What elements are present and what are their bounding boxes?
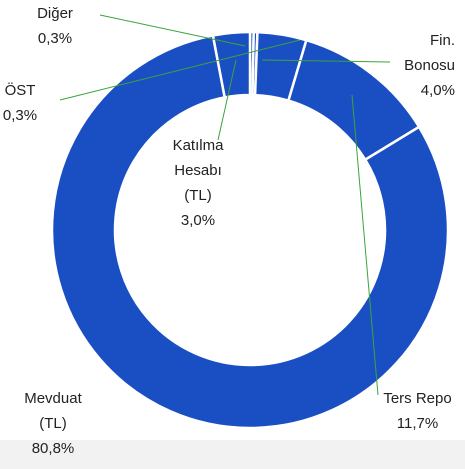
slice-label: Fin. Bonosu 4,0% (375, 28, 455, 103)
category-label: ÖST (4, 82, 36, 99)
category-label: Fin. Bonosu (404, 32, 455, 74)
value-label: 11,7% (396, 415, 439, 432)
slice-label: Mevduat (TL) 80,8% (15, 386, 91, 461)
slice-label: Katılma Hesabı (TL) 3,0% (160, 133, 236, 233)
value-label: 3,0% (180, 212, 216, 229)
slice-label: ÖST 0,3% (0, 78, 50, 128)
value-label: 0,3% (37, 30, 73, 47)
category-label: Diğer (37, 5, 73, 22)
leader-line (351, 94, 379, 396)
leader-line (261, 59, 391, 63)
leader-line (99, 14, 246, 47)
donut-slice (50, 34, 450, 430)
category-label: Katılma Hesabı (TL) (172, 137, 224, 204)
value-label: 0,3% (2, 107, 38, 124)
value-label: 4,0% (420, 82, 455, 99)
category-label: Mevduat (TL) (24, 390, 82, 432)
leader-line (59, 39, 301, 101)
leader-line (217, 59, 237, 141)
slice-label: Diğer 0,3% (20, 1, 90, 51)
footer-band (0, 440, 465, 469)
value-label: 80,8% (31, 440, 75, 457)
category-label: Ters Repo (383, 390, 452, 407)
donut-slice (211, 30, 252, 99)
slice-label: Ters Repo 11,7% (370, 386, 465, 436)
